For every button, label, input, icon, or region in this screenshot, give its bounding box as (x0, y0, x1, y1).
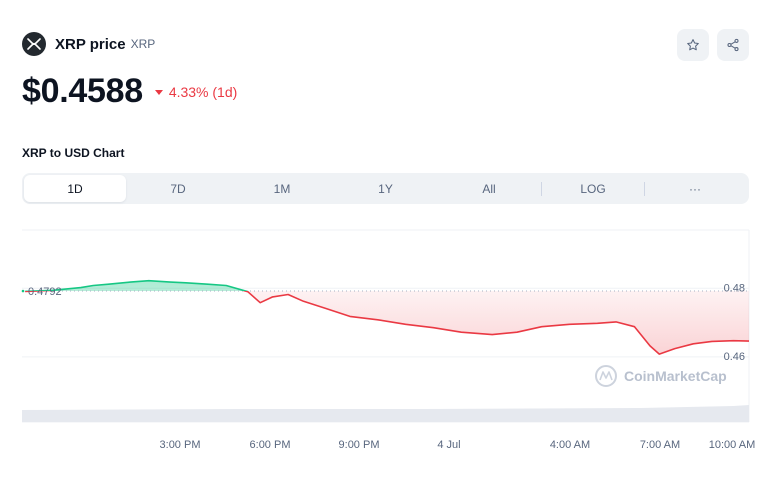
price-chart[interactable]: 0.4792 0.48 0.46 3:00 PM 6:00 PM 9:00 PM 4 Jul… (0, 226, 766, 466)
tab-all[interactable]: All (482, 181, 496, 196)
x-tick-label: 7:00 AM (640, 439, 680, 451)
price-line-up (25, 279, 249, 292)
tab-1d[interactable]: 1D (24, 175, 126, 202)
coin-name: XRP price (55, 35, 126, 53)
tab-divider (644, 181, 645, 196)
x-tick-label: 4:00 AM (550, 439, 590, 451)
tab-7d[interactable]: 7D (170, 181, 186, 196)
price-area-down (25, 291, 749, 355)
tab-more[interactable]: ··· (689, 181, 701, 196)
x-tick-label: 4 Jul (437, 439, 460, 451)
price-change-badge: 4.33% (1d) (154, 83, 238, 100)
tab-1m[interactable]: 1M (273, 181, 291, 196)
x-tick-label: 6:00 PM (250, 439, 291, 451)
xrp-logo-icon (22, 32, 46, 56)
reference-label: 0.4792 (28, 286, 62, 298)
reference-marker (21, 289, 25, 293)
price-change-text: 4.33% (1d) (168, 83, 238, 100)
share-icon (727, 38, 739, 52)
price-value: $0.4588 (22, 72, 143, 110)
x-tick-label: 10:00 AM (709, 439, 755, 451)
coin-header: XRP price XRP (22, 30, 155, 58)
coin-symbol: XRP (130, 37, 156, 51)
tab-log[interactable]: LOG (580, 181, 606, 196)
watchlist-star-button[interactable] (677, 29, 709, 61)
y-tick-label: 0.46 (724, 351, 745, 363)
star-icon (687, 39, 699, 51)
share-button[interactable] (717, 29, 749, 61)
tab-divider (541, 181, 542, 196)
tab-1y[interactable]: 1Y (378, 181, 393, 196)
x-tick-label: 9:00 PM (339, 439, 380, 451)
volume-area (22, 405, 749, 422)
watermark-text: CoinMarketCap (624, 368, 727, 384)
price-row: $0.4588 4.33% (1d) (22, 72, 237, 111)
timeframe-tabs: 1D 7D 1M 1Y All LOG ··· (22, 173, 749, 204)
x-tick-label: 3:00 PM (160, 439, 201, 451)
chart-title: XRP to USD Chart (22, 146, 125, 160)
caret-down-icon (154, 89, 163, 95)
y-tick-label: 0.48 (724, 282, 745, 294)
price-chart-svg: 0.4792 0.48 0.46 3:00 PM 6:00 PM 9:00 PM 4 Jul… (21, 229, 755, 451)
price-line-down (25, 291, 750, 355)
coinmarketcap-watermark (595, 365, 617, 387)
